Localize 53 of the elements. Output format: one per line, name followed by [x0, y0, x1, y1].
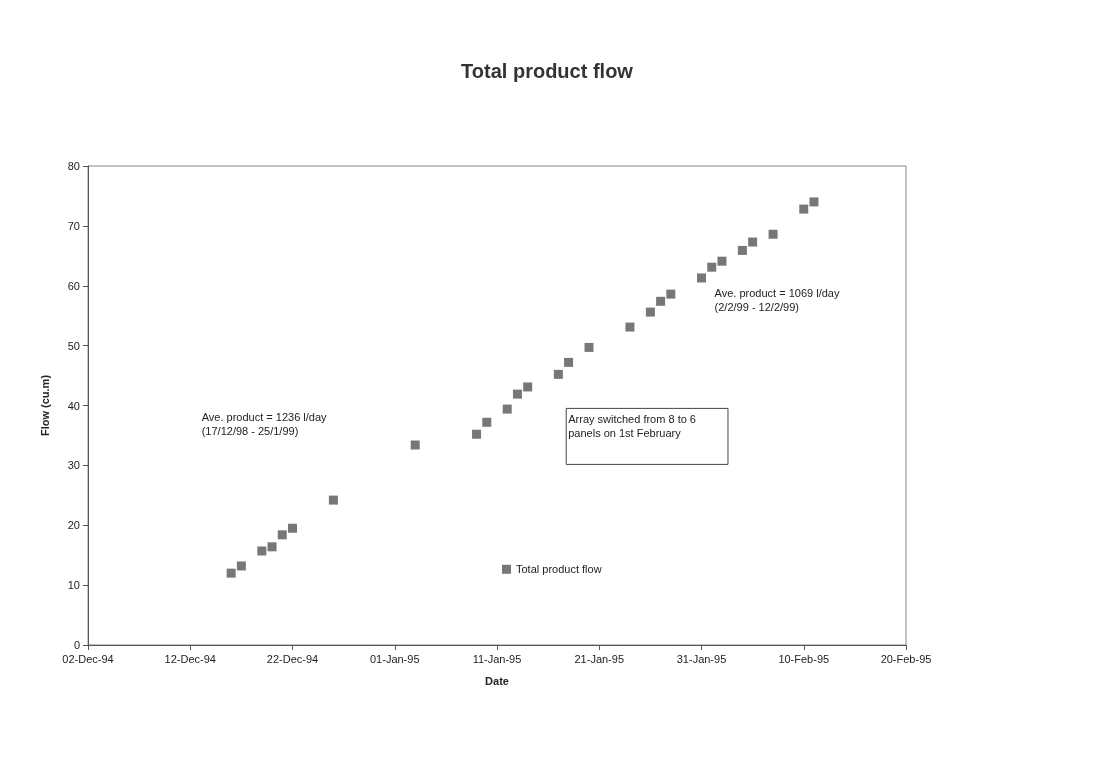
y-tick-label: 30 [67, 459, 80, 472]
point [226, 568, 236, 578]
x-tick-label: 21-Jan-95 [574, 652, 625, 665]
annotation: Ave. product = 1069 l/day (2/2/99 - 12/2/99) [714, 286, 840, 313]
point [512, 389, 522, 399]
y-tick-label: 20 [67, 519, 80, 532]
point [809, 197, 819, 207]
y-tick-label: 40 [67, 399, 80, 412]
y-tick-label: 50 [67, 339, 80, 352]
point [768, 229, 778, 239]
point [799, 204, 809, 214]
legend-label: Total product flow [516, 563, 602, 576]
point [482, 417, 492, 427]
point [472, 429, 482, 439]
x-tick-label: 20-Feb-95 [880, 652, 932, 665]
point [410, 440, 420, 450]
point [257, 546, 267, 556]
annotation: Ave. product = 1236 l/day (17/12/98 - 25/1/99) [201, 411, 328, 438]
x-tick-label: 01-Jan-95 [369, 652, 420, 665]
point [748, 237, 758, 247]
point [697, 273, 706, 283]
point [523, 382, 533, 392]
x-tick-label: 02-Dec-94 [62, 652, 114, 665]
point [502, 404, 512, 414]
x-tick-label: 10-Feb-95 [778, 652, 830, 665]
point [564, 357, 574, 367]
point [584, 342, 594, 352]
y-tick-label: 70 [67, 219, 80, 232]
y-axis-title: Flow (cu.m) [38, 374, 51, 437]
x-tick-label: 31-Jan-95 [676, 652, 727, 665]
point [737, 245, 747, 255]
point [236, 561, 246, 571]
point [288, 523, 297, 533]
x-axis-title: Date [485, 674, 509, 687]
x-tick-label: 12-Dec-94 [164, 652, 216, 665]
y-tick-label: 10 [67, 579, 80, 592]
point [267, 542, 277, 552]
x-tick-label: 11-Jan-95 [472, 652, 522, 665]
point [625, 322, 635, 332]
point [553, 369, 563, 379]
annotation: Array switched from 8 to 6 panels on 1st February [568, 413, 696, 440]
point [328, 495, 338, 505]
y-tick-label: 0 [73, 639, 80, 651]
y-tick-label: 80 [67, 160, 80, 172]
point [717, 256, 727, 266]
x-tick-label: 22-Dec-94 [266, 652, 319, 665]
point [707, 262, 717, 272]
point [645, 307, 655, 317]
chart-title: Total product flow [461, 60, 634, 82]
point [277, 530, 287, 540]
point [656, 296, 666, 306]
y-tick-label: 60 [67, 279, 80, 292]
point [666, 289, 676, 299]
